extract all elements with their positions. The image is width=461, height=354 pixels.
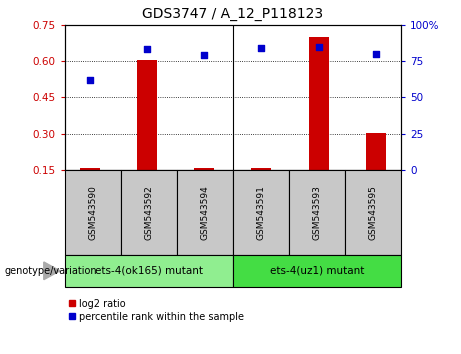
Text: GSM543594: GSM543594 — [200, 185, 209, 240]
Point — [258, 45, 265, 51]
Text: ets-4(ok165) mutant: ets-4(ok165) mutant — [95, 266, 203, 276]
Bar — [345, 170, 401, 255]
Title: GDS3747 / A_12_P118123: GDS3747 / A_12_P118123 — [142, 7, 323, 21]
Text: GSM543592: GSM543592 — [144, 185, 153, 240]
Point — [143, 47, 151, 52]
Text: GSM543593: GSM543593 — [313, 185, 321, 240]
Point — [315, 44, 322, 49]
Bar — [177, 170, 233, 255]
Bar — [289, 170, 345, 255]
Bar — [233, 255, 401, 287]
Text: genotype/variation: genotype/variation — [5, 266, 97, 276]
Bar — [251, 168, 272, 170]
Bar — [194, 168, 214, 170]
Bar — [366, 133, 386, 170]
Point — [201, 52, 208, 58]
Bar — [308, 37, 329, 170]
Text: GSM543591: GSM543591 — [256, 185, 266, 240]
Text: ets-4(uz1) mutant: ets-4(uz1) mutant — [270, 266, 364, 276]
Text: GSM543590: GSM543590 — [88, 185, 97, 240]
Bar — [65, 170, 121, 255]
Bar — [137, 60, 157, 170]
Point — [86, 77, 94, 83]
Bar — [233, 170, 289, 255]
Legend: log2 ratio, percentile rank within the sample: log2 ratio, percentile rank within the s… — [70, 299, 244, 321]
Bar — [80, 168, 100, 170]
Polygon shape — [44, 262, 60, 280]
Bar — [65, 255, 233, 287]
Text: GSM543595: GSM543595 — [368, 185, 378, 240]
Bar — [121, 170, 177, 255]
Point — [372, 51, 379, 57]
